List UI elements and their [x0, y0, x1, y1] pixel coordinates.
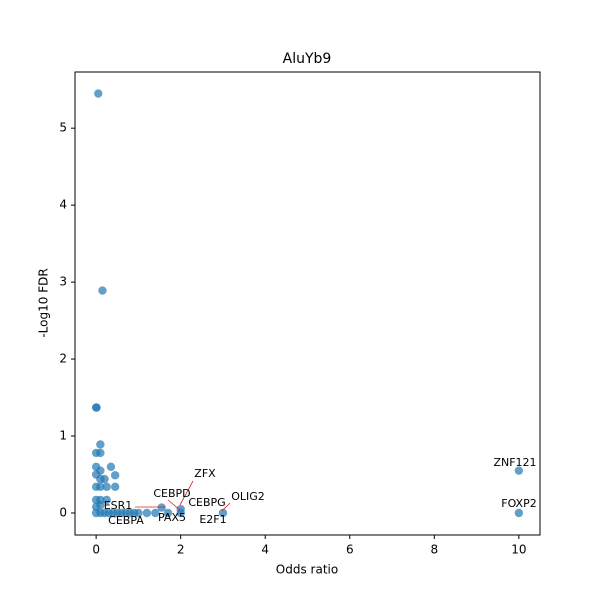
point: [98, 286, 107, 295]
point: [514, 508, 524, 518]
point: [102, 495, 111, 505]
x-tick-label: 10: [511, 543, 526, 557]
point: [94, 89, 103, 98]
annotation: ZFX: [194, 467, 216, 480]
annotation: CEBPG: [188, 496, 225, 509]
annotation: ZNF121: [493, 456, 536, 469]
y-axis-label: -Log10 FDR: [37, 268, 51, 337]
annotation: CEBPA: [108, 514, 144, 527]
annotation: PAX5: [158, 511, 186, 524]
annotation-connector: [179, 480, 194, 506]
x-tick-label: 0: [92, 543, 100, 557]
point: [142, 508, 152, 518]
y-tick-label: 5: [59, 121, 67, 135]
point: [102, 482, 111, 492]
point: [176, 508, 185, 518]
annotation: ESR1: [104, 499, 133, 512]
annotation-connector: [221, 502, 231, 512]
x-tick-label: 6: [346, 543, 354, 557]
x-tick-label: 8: [430, 543, 438, 557]
x-axis-label: Odds ratio: [276, 563, 338, 577]
point: [514, 466, 524, 475]
point: [134, 508, 143, 518]
point: [151, 508, 160, 518]
point: [106, 462, 116, 472]
point: [96, 440, 105, 449]
y-tick-label: 1: [59, 429, 67, 443]
annotation: E2F1: [199, 513, 226, 526]
point: [96, 474, 105, 484]
chart-title: AluYb9: [283, 51, 332, 67]
annotation-connector: [167, 499, 181, 511]
point: [163, 508, 173, 518]
point: [110, 471, 120, 480]
plot-frame: [74, 71, 541, 536]
point: [96, 501, 105, 510]
annotation: OLIG2: [231, 490, 265, 503]
point: [96, 482, 105, 492]
point: [92, 403, 101, 412]
annotation: FOXP2: [501, 497, 536, 510]
x-tick-label: 2: [177, 543, 185, 557]
y-tick-label: 4: [59, 198, 67, 212]
y-tick-label: 3: [59, 275, 67, 289]
y-tick-label: 0: [59, 505, 67, 519]
y-tick-label: 2: [59, 352, 67, 366]
point: [110, 482, 120, 492]
point: [218, 508, 228, 518]
point: [157, 503, 166, 512]
annotation: CEBPD: [153, 487, 190, 500]
point: [96, 448, 105, 458]
x-tick-label: 4: [261, 543, 269, 557]
